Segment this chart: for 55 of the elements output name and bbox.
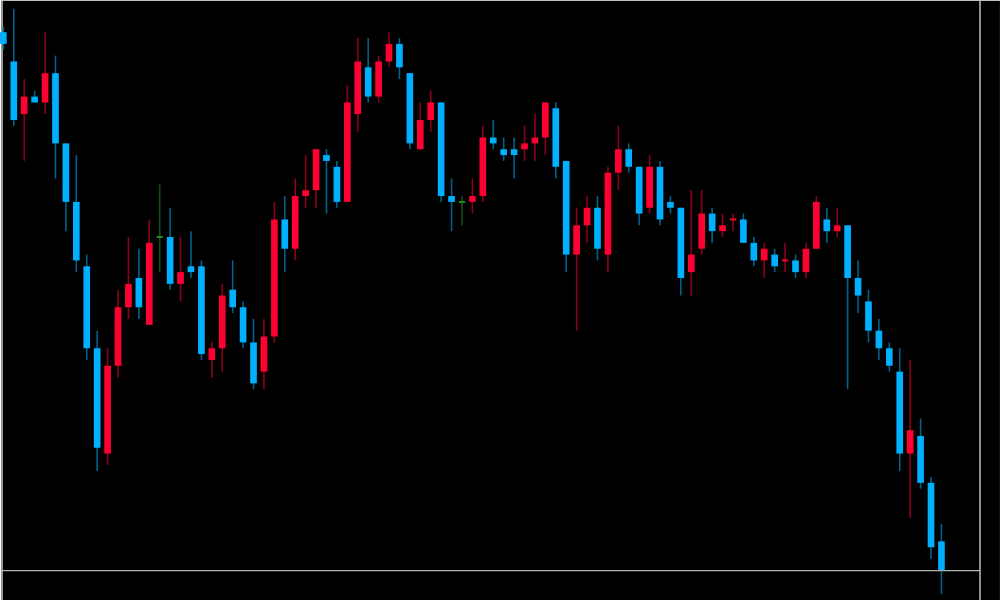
candlestick (917, 417, 924, 490)
candlestick (457, 194, 467, 226)
candlestick (364, 36, 372, 103)
candlestick (281, 194, 289, 273)
candlestick (823, 206, 831, 244)
candlestick (239, 300, 247, 349)
candlestick (635, 165, 643, 226)
candlestick (312, 148, 320, 209)
candlestick (375, 54, 382, 103)
candlestick (938, 522, 945, 595)
candlestick (813, 194, 820, 250)
candlestick (187, 229, 195, 279)
candlestick (573, 206, 580, 332)
candlestick (833, 206, 841, 238)
candlestick (155, 183, 164, 273)
candlestick (854, 259, 862, 314)
candlestick (542, 101, 549, 156)
candlestick (333, 159, 341, 209)
candlestick (750, 235, 758, 267)
candlestick (448, 177, 455, 232)
candlestick (792, 253, 799, 279)
candlestick (594, 194, 601, 261)
candlestick (177, 235, 184, 302)
candlestick (780, 241, 790, 273)
candlestick (500, 136, 507, 162)
candlestick (771, 247, 779, 273)
candlestick (646, 153, 653, 215)
candlestick (489, 118, 497, 150)
candlestick (728, 212, 738, 232)
candlestick (416, 101, 424, 150)
candlestick (260, 317, 268, 390)
candlestick (250, 317, 257, 390)
candlestick (521, 124, 528, 162)
candlestick (166, 206, 174, 291)
candlestick (760, 241, 768, 279)
candlestick (740, 212, 747, 244)
candlestick (698, 189, 706, 255)
candlestick (0, 25, 7, 51)
candlestick (396, 36, 403, 80)
candlestick (323, 148, 330, 215)
candlestick (885, 341, 893, 373)
candlestick (510, 136, 518, 179)
candlestick (20, 77, 28, 162)
candlestick (302, 153, 309, 209)
candlestick (427, 89, 435, 133)
candlestick (229, 259, 237, 314)
candlestick (719, 212, 726, 238)
candlestick (865, 288, 872, 343)
candlestick (625, 142, 633, 174)
candlestick (469, 177, 476, 215)
candlestick (125, 235, 132, 320)
candlestick (687, 189, 695, 296)
candlestick (208, 341, 216, 378)
candlestick (614, 124, 622, 191)
candlestick (906, 358, 914, 519)
